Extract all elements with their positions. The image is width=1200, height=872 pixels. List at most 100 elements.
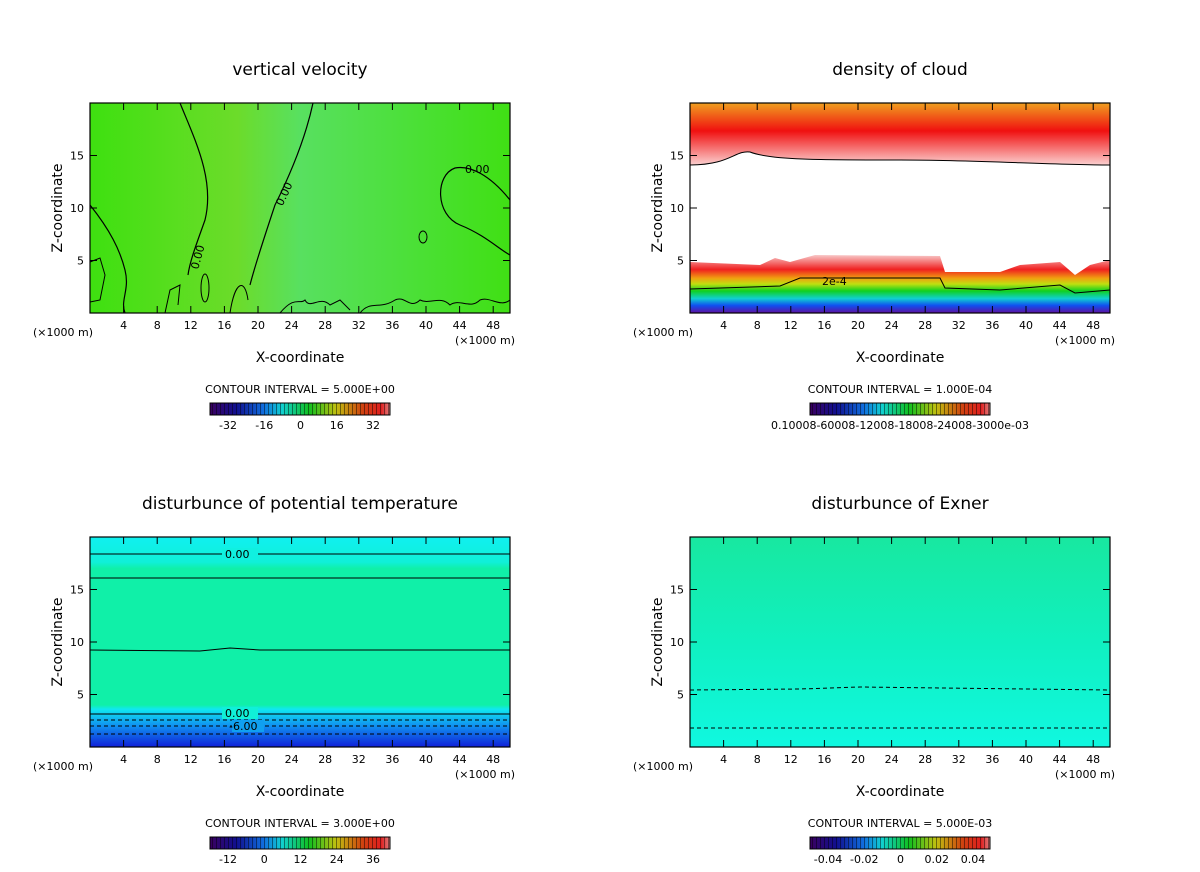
x-tick-label: 4: [720, 319, 727, 332]
colorbar-tick-label: 12: [294, 853, 308, 866]
label-bg: [222, 548, 258, 560]
plot-area: [689, 536, 1111, 748]
x-tick-label: 24: [885, 753, 899, 766]
x-axis-label: X-coordinate: [856, 784, 945, 800]
x-tick-label: 28: [318, 319, 332, 332]
x-unit-label: (×1000 m): [1055, 334, 1115, 347]
colorbar-tick-label: -12: [219, 853, 237, 866]
colorbar-frame: [809, 836, 991, 850]
x-tick-label: 44: [1053, 319, 1067, 332]
x-tick-label: 28: [318, 753, 332, 766]
x-tick-label: 40: [419, 319, 433, 332]
contour-label: 0.00: [465, 163, 490, 176]
contour-line: [89, 204, 128, 314]
panel-exner: disturbunce of Exner 4 8 12 16 20 24 28 32 36 40 4…: [633, 494, 1115, 866]
contour-line: [689, 686, 1111, 691]
field-fill: [90, 103, 510, 313]
y-tick-label: 15: [70, 150, 84, 163]
contour-label: -6.00: [229, 720, 257, 733]
contour-line: [89, 257, 511, 314]
x-tick-label: 44: [453, 753, 467, 766]
x-tick-label: 48: [1086, 753, 1100, 766]
contour-line: [689, 277, 1111, 294]
contour-interval-label: CONTOUR INTERVAL = 5.000E+00: [205, 383, 395, 396]
contour-label: 0.00: [225, 548, 250, 561]
contour-label: 2e-4: [822, 275, 847, 288]
x-unit-label: (×1000 m): [1055, 768, 1115, 781]
x-tick-label: 8: [754, 753, 761, 766]
x-tick-label: 32: [952, 753, 966, 766]
y-tick-label: 15: [70, 584, 84, 597]
contour-line: [689, 151, 1111, 166]
x-tick-label: 12: [784, 319, 798, 332]
y-axis-label: Z-coordinate: [650, 597, 666, 686]
x-unit-label: (×1000 m): [455, 768, 515, 781]
x-tick-label: 12: [184, 753, 198, 766]
cloud-upper-layer: [690, 103, 1110, 165]
y-axis-label: Z-coordinate: [50, 163, 66, 252]
colorbar-tick-label: 24: [330, 853, 344, 866]
colorbar-tick-label: 0: [297, 419, 304, 432]
x-axis-label: X-coordinate: [256, 350, 345, 366]
contour-line: [89, 647, 510, 652]
label-bg: [222, 707, 258, 719]
colorbar-tick-label: -16: [255, 419, 273, 432]
x-tick-label: 44: [453, 319, 467, 332]
y-unit-label: (×1000 m): [633, 760, 693, 773]
y-tick-label: 5: [677, 255, 684, 268]
x-tick-label: 8: [154, 319, 161, 332]
field-fill: [90, 537, 510, 747]
contour-label: 0.00: [225, 707, 250, 720]
colorbar-tick-label: -32: [219, 419, 237, 432]
x-tick-label: 16: [217, 753, 231, 766]
colorbar-tick-label: 0: [261, 853, 268, 866]
x-tick-label: 36: [385, 753, 399, 766]
panel-potential-temperature: disturbunce of potential temperature 0.0…: [33, 494, 515, 866]
plot-area: 0.00 0.00 -6.00: [89, 536, 511, 748]
contour-interval-label: CONTOUR INTERVAL = 1.000E-04: [808, 383, 992, 396]
colorbar-tick-label: 36: [366, 853, 380, 866]
x-tick-label: 40: [419, 753, 433, 766]
y-unit-label: (×1000 m): [33, 760, 93, 773]
x-tick-label: 20: [251, 753, 265, 766]
label-bg: [232, 720, 264, 732]
x-tick-label: 12: [184, 319, 198, 332]
x-tick-label: 28: [918, 753, 932, 766]
colorbar-frame: [209, 836, 391, 850]
y-tick-label: 10: [70, 636, 84, 649]
panel-vertical-velocity: vertical velocity 0.00 0.00 0.00 4 8 12 16 2…: [33, 60, 515, 432]
x-tick-label: 8: [754, 319, 761, 332]
y-tick-label: 5: [77, 255, 84, 268]
x-tick-label: 16: [217, 319, 231, 332]
x-tick-label: 4: [720, 753, 727, 766]
field-fill: [690, 537, 1110, 747]
x-tick-label: 20: [251, 319, 265, 332]
x-tick-label: 36: [985, 319, 999, 332]
x-tick-label: 4: [120, 753, 127, 766]
plot-area: 2e-4: [689, 102, 1111, 314]
x-tick-label: 20: [851, 319, 865, 332]
panel-title: density of cloud: [832, 60, 968, 80]
y-axis-label: Z-coordinate: [650, 163, 666, 252]
x-tick-label: 36: [985, 753, 999, 766]
x-tick-label: 32: [352, 319, 366, 332]
x-tick-label: 4: [120, 319, 127, 332]
y-tick-label: 15: [670, 584, 684, 597]
x-tick-label: 48: [1086, 319, 1100, 332]
colorbar-tick-label: 0: [897, 853, 904, 866]
contour-line: [249, 102, 314, 286]
x-tick-label: 16: [817, 753, 831, 766]
y-unit-label: (×1000 m): [633, 326, 693, 339]
x-tick-label: 44: [1053, 753, 1067, 766]
x-tick-label: 12: [784, 753, 798, 766]
colorbar-tick-label: 0.04: [961, 853, 986, 866]
colorbar-tick-label: -0.02: [850, 853, 878, 866]
contour-line: [179, 102, 209, 276]
colorbar-frame: [809, 402, 991, 416]
x-axis-label: X-coordinate: [256, 784, 345, 800]
plot-area: 0.00 0.00 0.00: [89, 102, 511, 314]
x-tick-label: 24: [285, 753, 299, 766]
colorbar-tick-label: 0.02: [925, 853, 950, 866]
y-tick-label: 10: [670, 636, 684, 649]
